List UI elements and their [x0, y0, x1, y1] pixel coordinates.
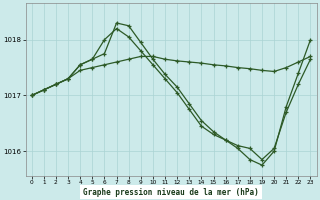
X-axis label: Graphe pression niveau de la mer (hPa): Graphe pression niveau de la mer (hPa) [83, 188, 259, 197]
